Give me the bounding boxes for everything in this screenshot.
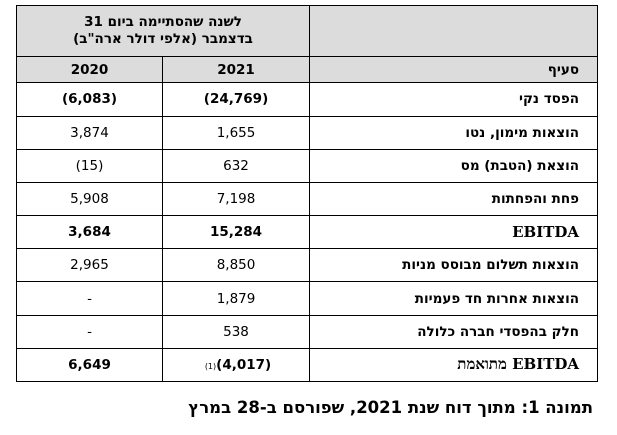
- row-value-2021: 1,655: [162, 115, 311, 150]
- row-label: הוצאות מימון, נטו: [309, 115, 599, 150]
- row-value-2021: 1,879: [162, 281, 311, 316]
- row-label: חלק בהפסדי חברה כלולה: [309, 314, 599, 349]
- value-2021-with-note: (1)(4,017): [201, 357, 271, 373]
- row-value-2021: 15,284: [162, 215, 311, 250]
- row-label: הוצאות אחרות חד פעמיות: [309, 281, 599, 316]
- header-col-2020: 2020: [15, 56, 164, 84]
- table-row: חלק בהפסדי חברה כלולה 538 -: [15, 314, 599, 349]
- row-value-2020: -: [15, 281, 164, 316]
- row-label: הפסד נקי: [309, 82, 599, 117]
- row-label: הוצאות תשלום מבוסס מניות: [309, 248, 599, 283]
- row-value-2020: 2,965: [15, 248, 164, 283]
- table-row: הוצאות מימון, נטו 1,655 3,874: [15, 115, 599, 150]
- header-period-line2: בדצמבר (אלפי דולר ארה"ב): [73, 31, 253, 48]
- header-empty-cell: [309, 4, 599, 58]
- row-value-2021: (1)(4,017): [162, 347, 311, 383]
- row-label: EBITDA מתואמת: [309, 347, 599, 383]
- row-value-2020: 6,649: [15, 347, 164, 383]
- row-value-2021: 632: [162, 148, 311, 183]
- table-row: הוצאות אחרות חד פעמיות 1,879 -: [15, 281, 599, 316]
- header-row-columns: סעיף 2021 2020: [15, 56, 599, 84]
- header-row-period: לשנה שהסתיימה ביום 31 בדצמבר (אלפי דולר …: [15, 4, 599, 58]
- table-row: פחת והפחתות 7,198 5,908: [15, 181, 599, 217]
- row-value-2021: 8,850: [162, 248, 311, 283]
- row-label: EBITDA: [309, 215, 599, 250]
- row-label: הוצאת (הטבת) מס: [309, 148, 599, 183]
- row-value-2021: 538: [162, 314, 311, 349]
- row-value-2020: (6,083): [15, 82, 164, 117]
- header-col-2021: 2021: [162, 56, 311, 84]
- header-period-cell: לשנה שהסתיימה ביום 31 בדצמבר (אלפי דולר …: [15, 4, 311, 58]
- table-row: הפסד נקי (24,769) (6,083): [15, 82, 599, 117]
- row-value-2021: 7,198: [162, 181, 311, 217]
- figure-caption: תמונה 1: מתוך דוח שנת 2021, שפורסם ב-28 …: [188, 398, 593, 417]
- header-period-line1: לשנה שהסתיימה ביום 31: [84, 14, 242, 31]
- table-row: הוצאת (הטבת) מס 632 (15): [15, 148, 599, 183]
- row-value-2020: 3,874: [15, 115, 164, 150]
- table-row: EBITDA 15,284 3,684: [15, 215, 599, 250]
- row-value-2020: 5,908: [15, 181, 164, 217]
- row-label: פחת והפחתות: [309, 181, 599, 217]
- footnote-marker: (1): [204, 361, 217, 371]
- table-row: הוצאות תשלום מבוסס מניות 8,850 2,965: [15, 248, 599, 283]
- ebitda-table: לשנה שהסתיימה ביום 31 בדצמבר (אלפי דולר …: [15, 4, 599, 383]
- table-row: EBITDA מתואמת (1)(4,017) 6,649: [15, 347, 599, 383]
- header-col-label: סעיף: [309, 56, 599, 84]
- row-value-2021: (24,769): [162, 82, 311, 117]
- row-value-2020: 3,684: [15, 215, 164, 250]
- row-value-2020: (15): [15, 148, 164, 183]
- row-value-2020: -: [15, 314, 164, 349]
- row-value-2021-text: (4,017): [216, 356, 272, 373]
